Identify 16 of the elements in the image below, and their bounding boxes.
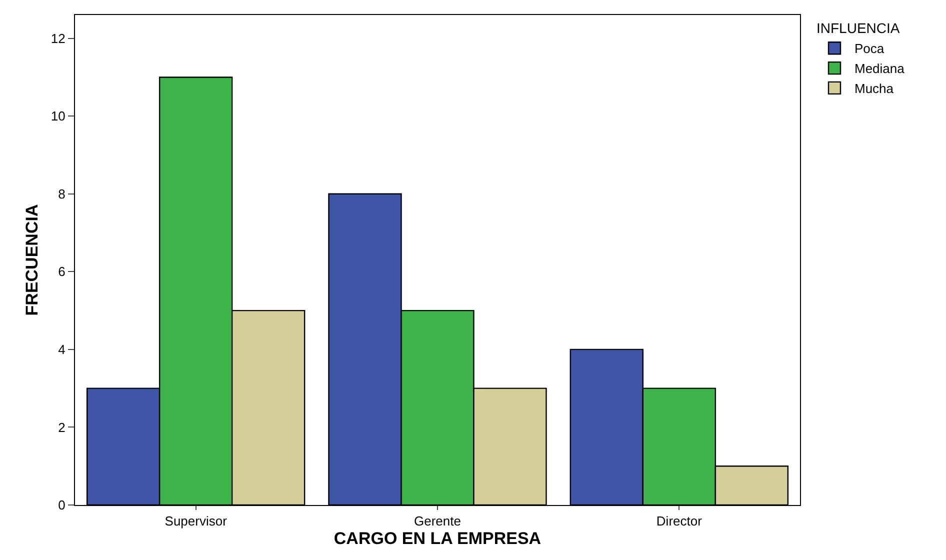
- x-tick-label: Supervisor: [164, 514, 228, 529]
- x-tick-label: Gerente: [414, 514, 461, 529]
- y-tick-label: 2: [58, 420, 66, 435]
- y-tick-label: 10: [50, 108, 66, 124]
- x-tick-label: Director: [656, 514, 703, 529]
- y-tick-label: 8: [58, 186, 66, 202]
- y-axis-title: FRECUENCIA: [22, 204, 42, 316]
- x-axis-title: CARGO EN LA EMPRESA: [334, 529, 542, 548]
- y-tick-label: 4: [58, 342, 66, 357]
- legend-label: Poca: [854, 41, 885, 56]
- legend-label: Mucha: [854, 81, 894, 96]
- y-tick-label: 0: [58, 498, 66, 513]
- y-tick-label: 6: [58, 264, 66, 280]
- legend-title: INFLUENCIA: [816, 20, 900, 36]
- y-tick-label: 12: [50, 30, 66, 46]
- legend-label: Mediana: [854, 61, 906, 76]
